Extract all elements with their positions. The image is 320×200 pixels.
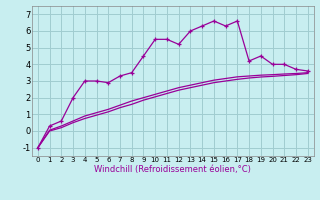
X-axis label: Windchill (Refroidissement éolien,°C): Windchill (Refroidissement éolien,°C) — [94, 165, 251, 174]
